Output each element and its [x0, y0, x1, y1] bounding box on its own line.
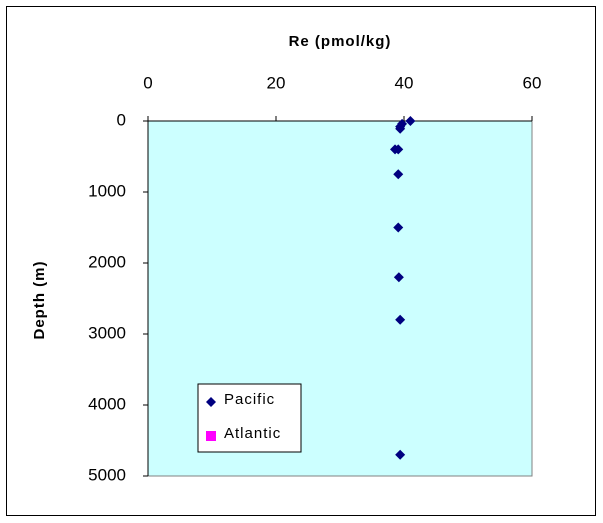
- data-point: [393, 169, 404, 180]
- data-point: [393, 144, 404, 155]
- y-tick-label: 3000: [88, 323, 126, 342]
- legend-label: Atlantic: [224, 425, 281, 442]
- y-axis-label: Depth (m): [31, 261, 48, 340]
- data-point: [395, 314, 406, 325]
- data-point: [395, 123, 406, 134]
- x-tick-label: 60: [523, 73, 542, 92]
- legend-marker: [206, 431, 216, 441]
- y-tick-label: 4000: [88, 394, 126, 413]
- legend-marker: [206, 397, 216, 407]
- x-tick-label: 40: [395, 73, 414, 92]
- data-point: [393, 222, 404, 233]
- data-point: [405, 116, 416, 126]
- chart-title: Re (pmol/kg): [289, 33, 392, 50]
- y-tick-label: 5000: [88, 465, 126, 484]
- x-tick-label: 20: [267, 73, 286, 92]
- data-point: [393, 272, 404, 283]
- y-tick-label: 1000: [88, 181, 126, 200]
- x-tick-label: 0: [143, 73, 152, 92]
- y-tick-label: 2000: [88, 252, 126, 271]
- data-point: [395, 449, 406, 460]
- y-tick-label: 0: [117, 110, 126, 129]
- legend-label: Pacific: [224, 391, 275, 408]
